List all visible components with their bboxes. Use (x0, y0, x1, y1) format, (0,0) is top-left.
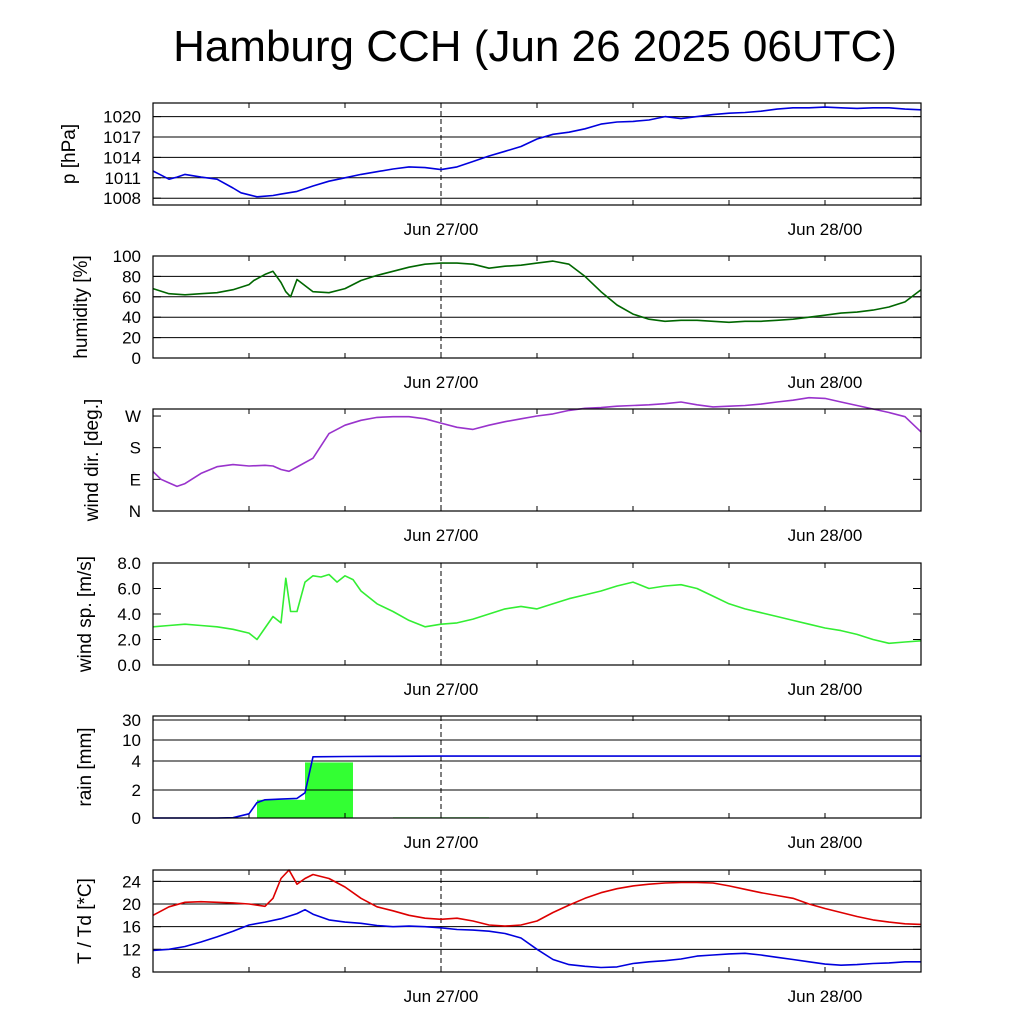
y-tick-label: 80 (122, 267, 141, 286)
t-series-line (152, 869, 922, 927)
y-axis-label: humidity [%] (71, 255, 92, 358)
series-line (152, 396, 922, 488)
y-tick-label: 16 (122, 918, 141, 937)
series-line (152, 260, 922, 324)
y-tick-label: 1020 (103, 108, 141, 127)
x-tick-label: Jun 28/00 (788, 833, 863, 852)
x-tick-label: Jun 27/00 (404, 373, 479, 392)
y-tick-label: 8 (132, 963, 141, 982)
y-tick-label: 1011 (104, 169, 141, 188)
y-tick-label: W (125, 407, 141, 426)
x-tick-label: Jun 27/00 (404, 833, 479, 852)
y-tick-label: 20 (122, 895, 141, 914)
plot-frame (152, 408, 922, 512)
td-series-line (152, 908, 921, 969)
y-tick-label: 4.0 (117, 605, 141, 624)
x-tick-label: Jun 28/00 (788, 373, 863, 392)
x-tick-label: Jun 28/00 (788, 220, 863, 239)
chart-title: Hamburg CCH (Jun 26 2025 06UTC) (173, 22, 897, 71)
y-axis-label: wind sp. [m/s] (75, 556, 96, 673)
y-tick-label: 8.0 (117, 554, 141, 573)
y-tick-label: 1014 (103, 148, 141, 167)
x-tick-label: Jun 27/00 (404, 220, 479, 239)
accumulated-series-line (153, 755, 921, 819)
y-tick-label: 24 (122, 872, 141, 891)
y-tick-label: 60 (122, 288, 141, 307)
y-tick-label: E (130, 470, 141, 489)
plot-frame (152, 715, 922, 819)
x-tick-label: Jun 27/00 (404, 526, 479, 545)
series-line (152, 106, 922, 198)
plot-frame (152, 255, 922, 359)
y-axis-label: rain [mm] (75, 727, 96, 806)
x-tick-label: Jun 28/00 (788, 526, 863, 545)
y-tick-label: 0 (132, 809, 141, 828)
x-tick-label: Jun 27/00 (404, 680, 479, 699)
y-tick-label: 10 (122, 731, 141, 750)
y-tick-label: 20 (122, 329, 141, 348)
y-tick-label: 4 (132, 752, 141, 771)
y-axis-label: p [hPa] (59, 124, 80, 184)
y-tick-label: 2.0 (117, 631, 141, 650)
y-tick-label: 0.0 (117, 656, 141, 675)
plot-frame (152, 869, 922, 973)
y-tick-label: 1008 (103, 189, 141, 208)
y-tick-label: 1017 (103, 128, 141, 147)
y-axis-label: wind dir. [deg.] (82, 399, 103, 523)
series-line (152, 573, 922, 645)
y-tick-label: S (130, 439, 141, 458)
plot-frame (152, 102, 922, 206)
x-tick-label: Jun 28/00 (788, 680, 863, 699)
y-tick-label: 30 (122, 711, 141, 730)
y-axis-label: T / Td [*C] (75, 878, 96, 964)
panel-6: 8 12 16 20 24 T / Td [*C] Jun 27/00 Jun 28/00 (75, 869, 922, 1006)
y-tick-label: 100 (113, 247, 141, 266)
y-tick-label: N (129, 502, 141, 521)
y-tick-label: 40 (122, 308, 141, 327)
y-tick-label: 0 (132, 349, 141, 368)
y-tick-label: 2 (132, 781, 141, 800)
plot-frame (152, 562, 922, 666)
rain-bar (257, 799, 305, 818)
x-tick-label: Jun 27/00 (404, 987, 479, 1006)
y-tick-label: 12 (122, 940, 141, 959)
x-tick-label: Jun 28/00 (788, 987, 863, 1006)
y-tick-label: 6.0 (117, 580, 141, 599)
panel-4: 0.0 2.0 4.0 6.0 8.0 wind sp. [m/s] Jun 27/00 Ju… (75, 554, 922, 699)
